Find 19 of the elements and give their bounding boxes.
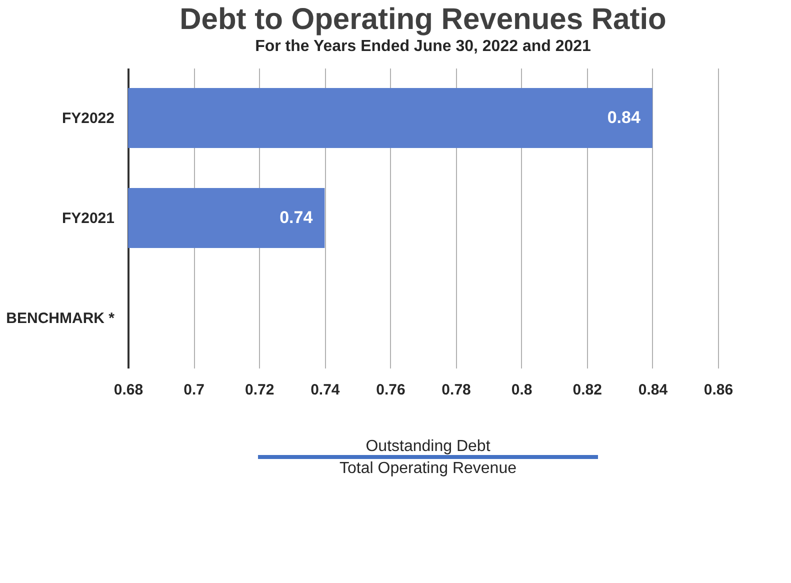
y-tick-label: FY2021: [62, 210, 114, 227]
chart-title: Debt to Operating Revenues Ratio: [180, 3, 666, 36]
x-tick-label: 0.86: [704, 382, 734, 398]
x-tick-label: 0.82: [572, 382, 602, 398]
data-label: 0.84: [607, 108, 641, 127]
x-tick-label: 0.68: [114, 382, 144, 398]
x-tick-label: 0.78: [442, 382, 471, 398]
x-tick-label: 0.74: [310, 382, 340, 398]
y-tick-label: BENCHMARK *: [6, 310, 115, 327]
x-tick-label: 0.76: [376, 382, 406, 398]
x-tick-label: 0.8: [511, 382, 532, 398]
text: Total Operating Revenue: [340, 460, 517, 477]
chart-subtitle: For the Years Ended June 30, 2022 and 2021: [255, 38, 592, 55]
data-label: 0.74: [280, 208, 314, 227]
x-tick-label: 0.84: [638, 382, 668, 398]
text: Outstanding Debt: [366, 438, 491, 455]
x-tick-label: 0.7: [184, 382, 204, 398]
y-tick-label: FY2022: [62, 110, 114, 127]
x-tick-label: 0.72: [245, 382, 274, 398]
